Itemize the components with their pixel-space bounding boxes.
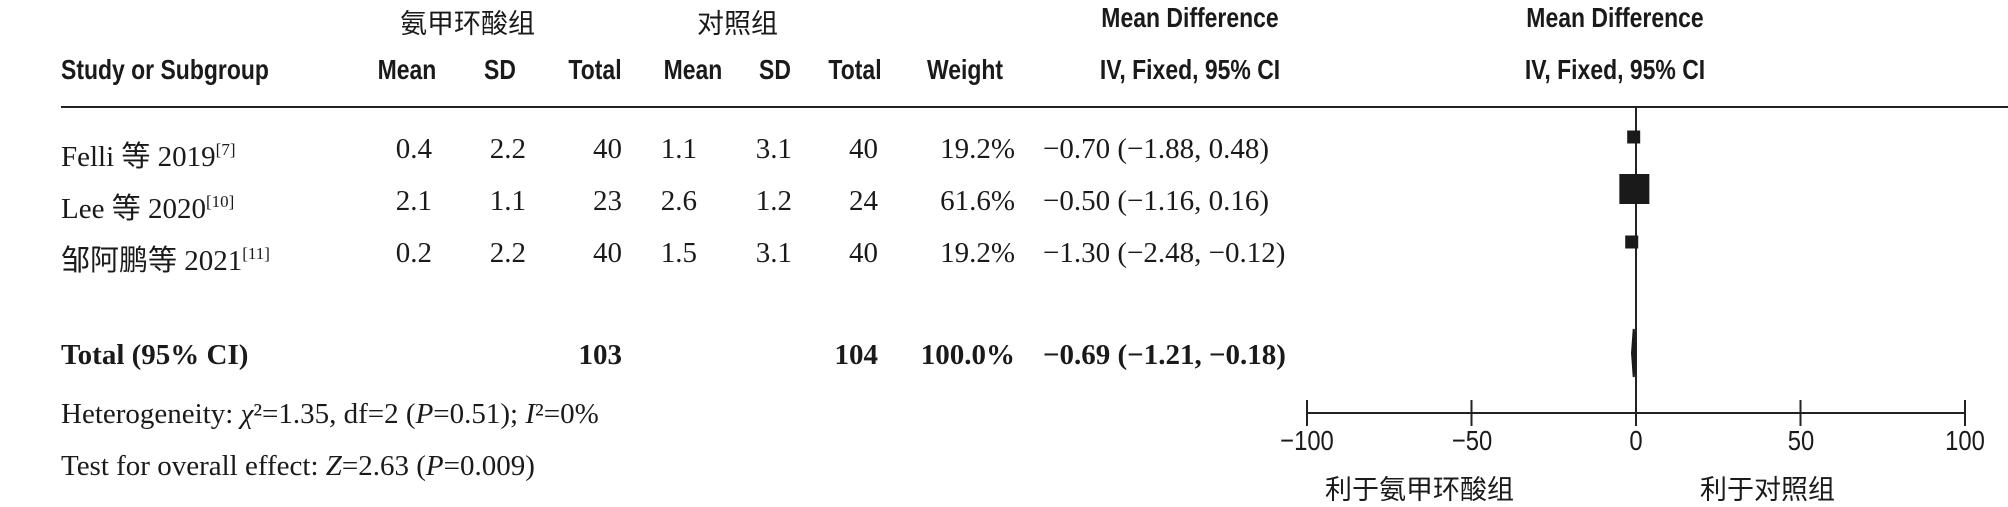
pooled-diamond: [1631, 328, 1637, 378]
tick-label: −50: [1451, 425, 1492, 456]
study-name: 邹阿鹏等 2021[11]: [61, 244, 270, 277]
header-rule: [61, 106, 2008, 108]
tick-label: 100: [1945, 425, 1985, 456]
favours-treatment-label: 利于氨甲环酸组: [1325, 475, 1514, 506]
study-square: [1627, 130, 1641, 144]
cell-total-treatment: 23: [593, 185, 622, 217]
total-weight: 100.0%: [920, 339, 1015, 371]
cell-ci: −0.70 (−1.88, 0.48): [1043, 133, 1270, 165]
cell-mean-control: 1.1: [660, 133, 697, 165]
total-label: Total (95% CI): [61, 339, 249, 371]
cell-weight: 19.2%: [940, 237, 1015, 269]
study-name: Lee 等 2020[10]: [61, 192, 235, 225]
cell-sd-control: 3.1: [755, 237, 792, 269]
cell-weight: 19.2%: [940, 133, 1015, 165]
header-ci-right: IV, Fixed, 95% CI: [1524, 54, 1706, 85]
header-total-treatment: Total: [568, 54, 622, 85]
tick-label: 0: [1629, 425, 1643, 456]
md-title-right: Mean Difference: [1526, 2, 1704, 33]
cell-sd-treatment: 2.2: [489, 133, 526, 165]
cell-total-control: 40: [849, 237, 878, 269]
total-control: 104: [834, 339, 879, 371]
md-title-left: Mean Difference: [1101, 2, 1279, 33]
cell-mean-treatment: 2.1: [395, 185, 432, 217]
header-weight: Weight: [926, 54, 1004, 85]
cell-sd-treatment: 2.2: [489, 237, 526, 269]
cell-mean-control: 1.5: [660, 237, 697, 269]
total-ci: −0.69 (−1.21, −0.18): [1043, 339, 1286, 371]
group-header-control: 对照组: [697, 9, 778, 40]
study-square: [1625, 235, 1639, 249]
cell-mean-control: 2.6: [660, 185, 697, 217]
cell-weight: 61.6%: [940, 185, 1015, 217]
header-sd-treatment: SD: [484, 54, 516, 85]
cell-total-control: 40: [849, 133, 878, 165]
cell-sd-treatment: 1.1: [489, 185, 526, 217]
cell-sd-control: 1.2: [755, 185, 792, 217]
header-total-control: Total: [828, 54, 882, 85]
header-ci-left: IV, Fixed, 95% CI: [1099, 54, 1281, 85]
header-mean-control: Mean: [663, 54, 723, 85]
cell-total-treatment: 40: [593, 237, 622, 269]
study-square: [1619, 174, 1650, 204]
cell-ci: −0.50 (−1.16, 0.16): [1043, 185, 1270, 217]
cell-total-treatment: 40: [593, 133, 622, 165]
tick-label: 50: [1787, 425, 1814, 456]
header-mean-treatment: Mean: [377, 54, 437, 85]
cell-sd-control: 3.1: [755, 133, 792, 165]
cell-total-control: 24: [849, 185, 878, 217]
heterogeneity-text: Heterogeneity: χ²=1.35, df=2 (P=0.51); I…: [61, 398, 599, 430]
group-header-treatment: 氨甲环酸组: [400, 9, 535, 40]
overall-effect-text: Test for overall effect: Z=2.63 (P=0.009…: [61, 450, 535, 482]
cell-mean-treatment: 0.2: [395, 237, 432, 269]
favours-control-label: 利于对照组: [1700, 475, 1835, 506]
study-name: Felli 等 2019[7]: [61, 140, 236, 173]
cell-ci: −1.30 (−2.48, −0.12): [1043, 237, 1286, 269]
header-sd-control: SD: [759, 54, 791, 85]
total-treatment: 103: [578, 339, 623, 371]
tick-label: −100: [1280, 425, 1334, 456]
header-study: Study or Subgroup: [61, 54, 269, 85]
cell-mean-treatment: 0.4: [395, 133, 432, 165]
